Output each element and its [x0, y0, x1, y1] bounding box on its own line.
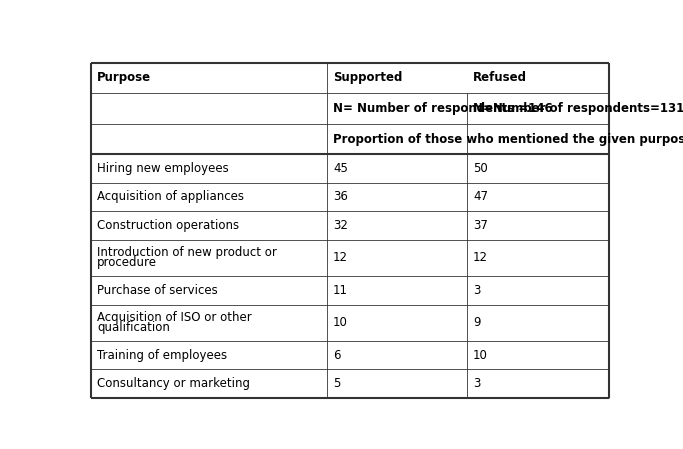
Text: Hiring new employees: Hiring new employees	[97, 162, 229, 175]
Text: 3: 3	[473, 284, 480, 297]
Text: 5: 5	[333, 377, 340, 390]
Text: 10: 10	[473, 349, 488, 362]
Text: 9: 9	[473, 316, 480, 329]
Text: 12: 12	[333, 251, 348, 264]
Text: 47: 47	[473, 190, 488, 203]
Text: Introduction of new product or: Introduction of new product or	[97, 246, 277, 259]
Text: 12: 12	[473, 251, 488, 264]
Text: Training of employees: Training of employees	[97, 349, 227, 362]
Text: 10: 10	[333, 316, 348, 329]
Text: N=Number of respondents=131: N=Number of respondents=131	[473, 102, 683, 115]
Text: 3: 3	[473, 377, 480, 390]
Text: Purchase of services: Purchase of services	[97, 284, 218, 297]
Text: Acquisition of ISO or other: Acquisition of ISO or other	[97, 311, 251, 324]
Text: 37: 37	[473, 219, 488, 232]
Text: Consultancy or marketing: Consultancy or marketing	[97, 377, 250, 390]
Text: 45: 45	[333, 162, 348, 175]
Text: Supported: Supported	[333, 71, 402, 84]
Text: 50: 50	[473, 162, 488, 175]
Text: Purpose: Purpose	[97, 71, 151, 84]
Text: 36: 36	[333, 190, 348, 203]
Text: N= Number of respondents =146: N= Number of respondents =146	[333, 102, 553, 115]
Text: Refused: Refused	[473, 71, 527, 84]
Text: procedure: procedure	[97, 256, 157, 269]
Text: Construction operations: Construction operations	[97, 219, 239, 232]
Text: 32: 32	[333, 219, 348, 232]
Text: Acquisition of appliances: Acquisition of appliances	[97, 190, 244, 203]
Text: qualification: qualification	[97, 321, 170, 335]
Text: 6: 6	[333, 349, 340, 362]
Text: Proportion of those who mentioned the given purpose, %: Proportion of those who mentioned the gi…	[333, 132, 683, 145]
Text: 11: 11	[333, 284, 348, 297]
